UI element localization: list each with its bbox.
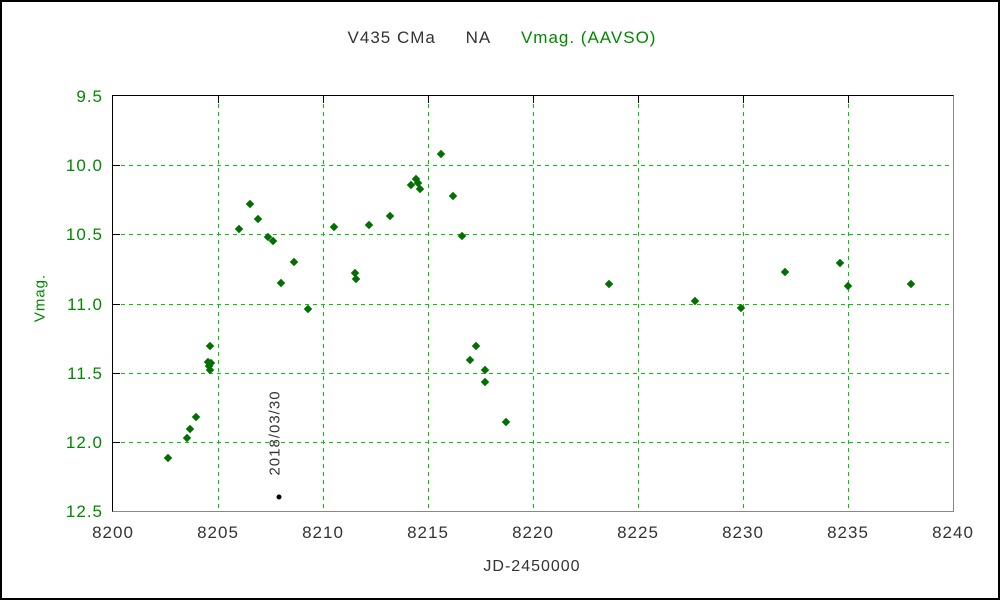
x-tick-label: 8200 [92, 523, 134, 542]
axis-tick [113, 165, 120, 167]
title-series-label: Vmag. (AAVSO) [520, 28, 657, 47]
x-tick-label: 8215 [407, 523, 449, 542]
title-object-name: V435 CMa [347, 28, 436, 47]
data-point [906, 279, 916, 289]
data-point [191, 412, 201, 422]
y-tick-label: 9.5 [76, 87, 103, 106]
axis-tick [533, 96, 534, 103]
data-point [205, 342, 214, 351]
x-tick-label: 8240 [932, 523, 974, 542]
axis-tick [848, 96, 849, 103]
data-point [843, 281, 853, 290]
plot-area: 2018/03/30 [112, 95, 954, 512]
data-point [182, 433, 191, 442]
data-point [245, 199, 254, 209]
y-tick-label: 12.5 [65, 502, 103, 521]
data-point [480, 378, 489, 387]
axis-tick [638, 96, 639, 103]
y-tick-label: 11.0 [67, 294, 103, 314]
data-point [385, 212, 395, 221]
data-point [501, 418, 510, 427]
gridline-horizontal [113, 372, 953, 374]
x-tick-label: 8205 [197, 523, 239, 542]
x-tick-label: 8220 [512, 523, 554, 542]
data-point [163, 454, 172, 463]
data-point [276, 278, 286, 287]
axis-tick [218, 96, 219, 103]
title-band: NA [465, 28, 492, 47]
data-point [304, 304, 313, 314]
data-point [185, 425, 194, 434]
axis-tick [113, 372, 120, 374]
data-point [289, 257, 298, 267]
data-point [268, 237, 277, 246]
axis-tick [113, 234, 120, 236]
y-tick-label: 10.0 [65, 156, 103, 176]
axis-tick [113, 441, 120, 443]
gridline-horizontal [113, 303, 953, 305]
axis-tick [743, 96, 744, 103]
data-point [604, 279, 613, 289]
chart-title: V435 CMa NA Vmag. (AAVSO) [2, 28, 998, 48]
x-tick-label: 8225 [617, 523, 659, 542]
data-point [465, 355, 475, 365]
data-point [835, 259, 844, 268]
data-point [436, 149, 445, 159]
data-point [276, 494, 282, 500]
data-point [448, 191, 458, 200]
data-point [329, 223, 338, 232]
annotation-date-label: 2018/03/30 [266, 390, 284, 476]
data-point [472, 342, 481, 351]
data-point [457, 231, 466, 240]
x-tick-label: 8230 [722, 523, 764, 542]
y-tick-label: 10.5 [65, 225, 103, 245]
axis-tick [113, 303, 120, 305]
y-tick-label: 12.0 [65, 432, 103, 452]
x-axis-label: JD-2450000 [483, 558, 581, 575]
data-point [253, 214, 263, 224]
axis-tick [323, 96, 324, 103]
x-tick-label: 8210 [302, 523, 344, 542]
gridline-horizontal [113, 441, 953, 443]
gridline-horizontal [113, 165, 953, 167]
x-tick-label: 8235 [827, 523, 869, 542]
data-point [780, 267, 790, 276]
gridline-horizontal [113, 234, 953, 236]
data-point [234, 224, 244, 234]
axis-tick [428, 96, 429, 103]
data-point [364, 220, 374, 229]
y-tick-label: 11.5 [67, 363, 103, 383]
